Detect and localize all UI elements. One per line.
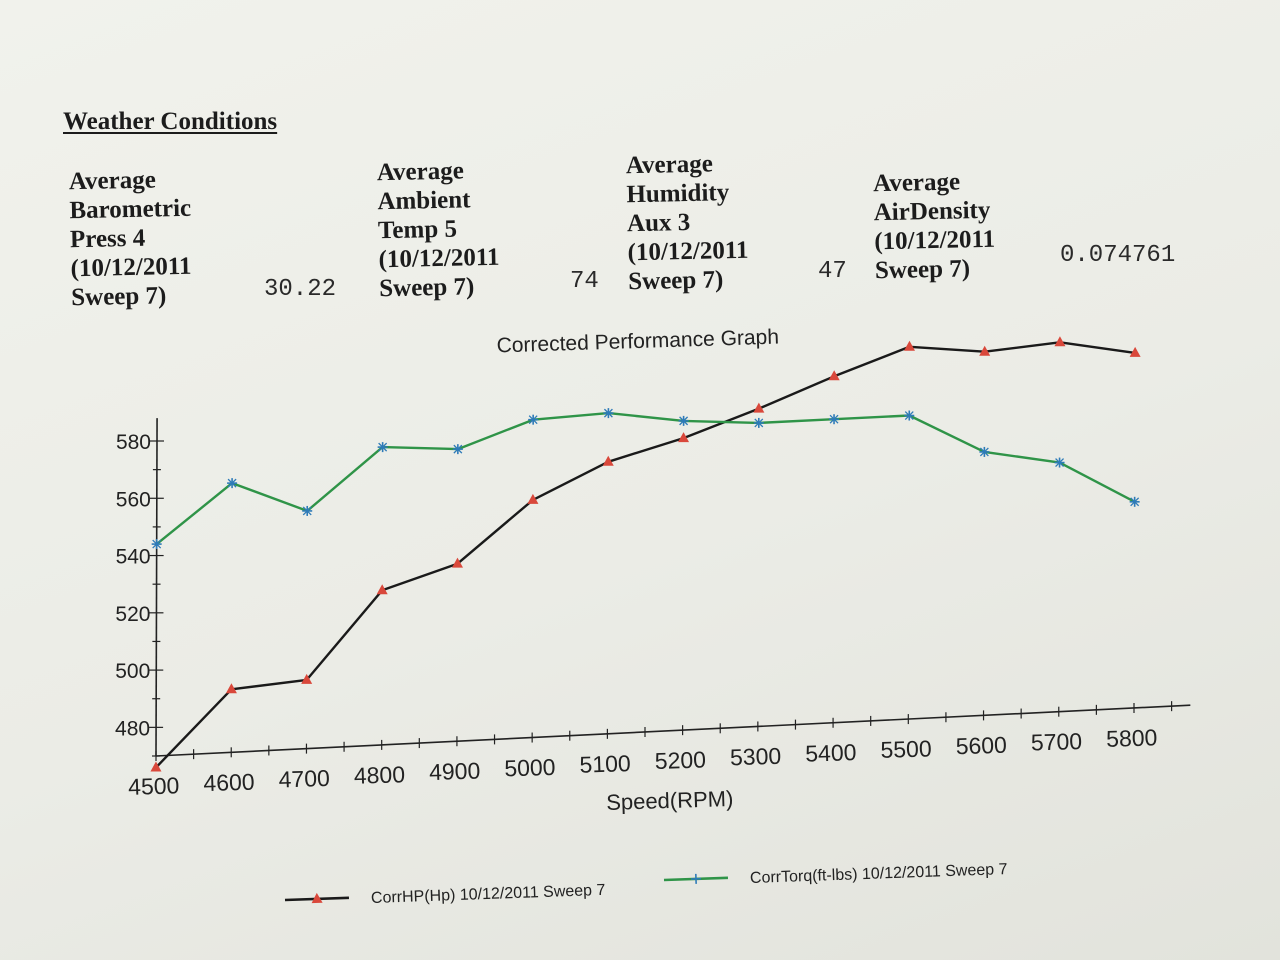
torque-series-line	[155, 411, 1136, 546]
legend-item-hp: CorrHP(Hp) 10/12/2011 Sweep 7	[284, 882, 606, 907]
x-axis-label: Speed(RPM)	[606, 786, 734, 815]
torque-data-point	[452, 444, 463, 455]
torque-data-point	[1054, 457, 1065, 468]
x-tick-labels: 4500 4600 4700 4800 4900 5000 5100 5200 5300 5400…	[128, 724, 1158, 800]
y-tick-label: 480	[115, 717, 150, 740]
y-tick-label: 580	[116, 431, 151, 454]
x-tick-label: 5500	[880, 735, 932, 763]
torque-data-point	[302, 505, 313, 516]
chart-legend: CorrHP(Hp) 10/12/2011 Sweep 7 CorrTorq(ft…	[284, 861, 1008, 907]
legend-item-torque: CorrTorq(ft-lbs) 10/12/2011 Sweep 7	[663, 861, 1008, 887]
x-tick-label: 4600	[203, 769, 255, 797]
y-tick-label: 500	[115, 660, 150, 683]
x-tick-label: 5300	[730, 743, 782, 771]
star-marker-stroke	[979, 447, 989, 457]
star-marker-stroke	[227, 478, 237, 488]
star-marker-stroke	[679, 416, 689, 426]
weather-airdensity-value: 0.074761	[1060, 242, 1176, 269]
x-tick-label: 5700	[1031, 728, 1083, 756]
torque-data-point	[678, 415, 689, 426]
torque-data-point	[227, 478, 238, 489]
hp-data-point	[376, 584, 388, 595]
torque-data-point	[979, 446, 990, 457]
x-tick-label: 5100	[579, 750, 631, 778]
hp-data-point	[451, 557, 463, 568]
torque-data-point	[151, 539, 162, 550]
star-marker-stroke	[904, 411, 914, 420]
y-tick-labels: 480 500 520 540 560 580	[115, 431, 151, 740]
x-tick-label: 4500	[128, 772, 180, 800]
chart-series	[150, 336, 1141, 772]
torque-data-point	[829, 414, 840, 425]
hp-data-point	[828, 370, 840, 381]
hp-data-point	[903, 340, 915, 351]
hp-series-line	[155, 341, 1136, 769]
x-tick-label: 4900	[429, 758, 481, 786]
star-marker-stroke	[528, 415, 538, 425]
hp-data-point	[225, 683, 237, 694]
star-marker-stroke	[1130, 497, 1140, 507]
legend-marker	[311, 892, 323, 904]
star-marker-stroke	[1055, 458, 1065, 468]
hp-data-point	[150, 761, 162, 772]
x-axis-line	[155, 704, 1191, 757]
weather-conditions-heading: Weather Conditions	[63, 108, 278, 135]
torque-data-point	[528, 414, 539, 425]
hp-data-point	[979, 345, 991, 356]
hp-data-point	[1129, 346, 1141, 357]
star-marker-stroke	[754, 418, 764, 428]
hp-data-point	[678, 432, 690, 443]
star-marker-stroke	[603, 408, 613, 418]
star-marker-stroke	[302, 506, 312, 516]
hp-data-point	[602, 455, 614, 466]
star-marker-stroke	[829, 414, 839, 424]
x-tick-label: 4800	[353, 761, 405, 789]
torque-data-point	[904, 410, 915, 421]
y-tick-label: 560	[116, 488, 151, 511]
torque-data-point	[603, 408, 614, 419]
legend-label: CorrTorq(ft-lbs) 10/12/2011 Sweep 7	[750, 861, 1008, 887]
chart-title: Corrected Performance Graph	[496, 326, 779, 358]
x-tick-label: 4700	[278, 765, 330, 793]
y-tick-label: 540	[116, 546, 151, 569]
legend-label: CorrHP(Hp) 10/12/2011 Sweep 7	[371, 882, 606, 907]
chart-axes	[149, 418, 1191, 761]
x-tick-label: 5600	[955, 732, 1007, 760]
weather-barometric-value: 30.22	[264, 276, 337, 303]
torque-data-point	[377, 442, 388, 453]
torque-data-point	[753, 417, 764, 428]
y-axis-line	[155, 418, 158, 757]
x-tick-label: 5000	[504, 754, 556, 782]
y-tick-label: 520	[115, 603, 150, 626]
star-marker-stroke	[378, 442, 388, 452]
weather-humidity-value: 47	[818, 258, 847, 285]
hp-data-point	[301, 673, 313, 684]
hp-data-point	[1054, 336, 1066, 347]
x-tick-label: 5400	[805, 739, 857, 767]
star-marker-stroke	[453, 444, 463, 454]
hp-data-point	[753, 402, 765, 413]
hp-data-point	[527, 493, 539, 504]
x-tick-label: 5200	[654, 746, 706, 774]
weather-ambient-value: 74	[570, 268, 599, 295]
star-marker-stroke	[152, 539, 162, 549]
torque-data-point	[1129, 496, 1140, 507]
x-tick-label: 5800	[1106, 724, 1158, 752]
